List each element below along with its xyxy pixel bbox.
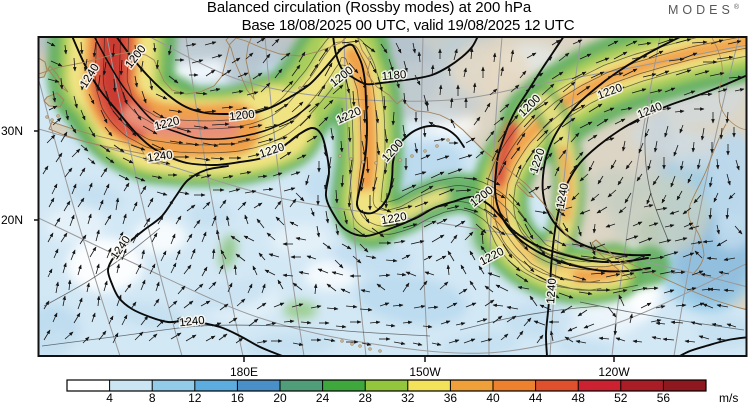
svg-text:44: 44: [529, 391, 543, 405]
svg-text:12: 12: [188, 391, 202, 405]
svg-text:56: 56: [657, 391, 671, 405]
svg-text:48: 48: [572, 391, 586, 405]
svg-text:1240: 1240: [545, 278, 559, 304]
svg-text:52: 52: [614, 391, 628, 405]
svg-text:28: 28: [359, 391, 373, 405]
svg-text:36: 36: [444, 391, 458, 405]
svg-text:24: 24: [316, 391, 330, 405]
svg-text:16: 16: [231, 391, 245, 405]
svg-text:32: 32: [401, 391, 415, 405]
svg-text:1240: 1240: [146, 149, 173, 164]
svg-text:1180: 1180: [381, 69, 407, 83]
svg-text:20: 20: [273, 391, 287, 405]
svg-text:40: 40: [486, 391, 500, 405]
svg-text:1240: 1240: [179, 315, 206, 330]
svg-text:4: 4: [106, 391, 113, 405]
svg-text:1200: 1200: [229, 109, 256, 124]
svg-text:8: 8: [149, 391, 156, 405]
